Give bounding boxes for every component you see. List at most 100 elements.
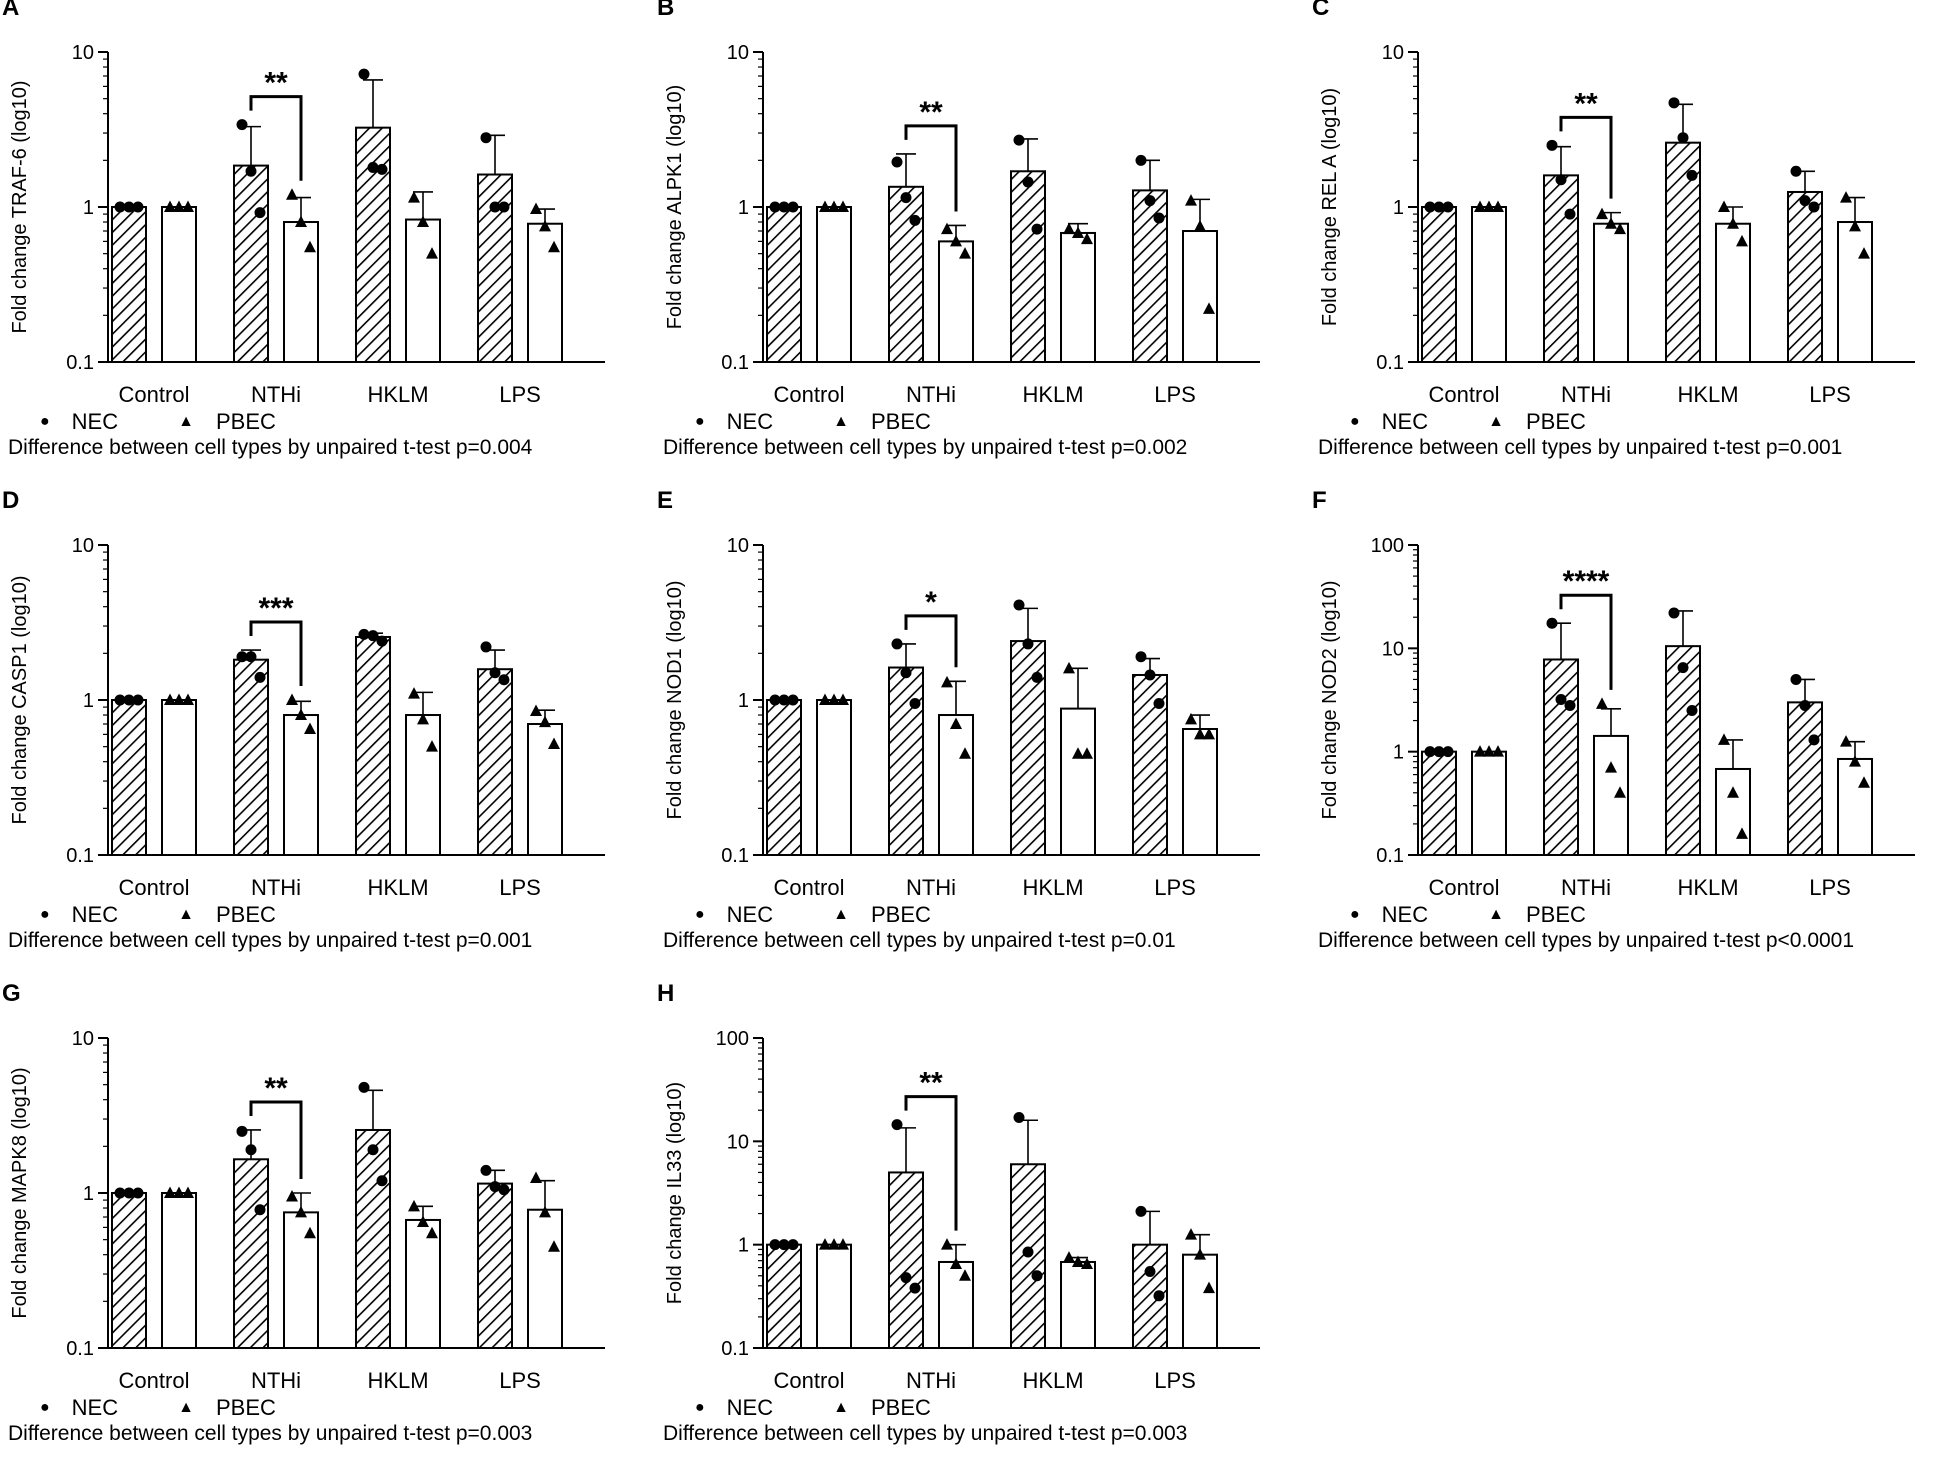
point-nec [1442, 201, 1454, 213]
legend-label-nec: NEC [726, 1395, 774, 1421]
bar-nec [766, 1243, 802, 1349]
point-nec [132, 694, 144, 706]
point-pbec [182, 1186, 194, 1198]
circle-icon: ● [695, 1399, 705, 1417]
significance-stars: * [925, 586, 937, 619]
ttest-note: Difference between cell types by unpaire… [8, 1422, 533, 1445]
point-nec [376, 163, 388, 175]
point-nec [1144, 1265, 1156, 1277]
point-pbec [304, 240, 316, 253]
point-pbec [1718, 200, 1730, 212]
significance-stars: *** [258, 592, 293, 625]
x-tick-label: HKLM [1022, 382, 1083, 407]
point-pbec [959, 247, 971, 259]
y-axis-title: Fold change ALPK1 (log10) [664, 85, 686, 330]
point-pbec [182, 200, 194, 212]
panel-label: F [1312, 487, 1327, 514]
point-pbec [1203, 302, 1215, 314]
point-nec [367, 161, 379, 173]
y-axis-title: Fold change CASP1 (log10) [9, 575, 31, 824]
panel-c: C 0.1 1 10 Fold change REL A (log10) Control… [1310, 0, 1950, 490]
point-nec [787, 201, 799, 213]
point-pbec [1194, 727, 1206, 740]
y-axis-title: Fold change IL33 (log10) [664, 1082, 686, 1304]
panel-label: B [657, 0, 675, 21]
y-axis-title: Fold change TRAF-6 (log10) [9, 80, 31, 333]
x-tick-label: Control [1429, 382, 1500, 407]
point-pbec [1614, 222, 1626, 235]
bar-nec [477, 668, 513, 856]
chart-svg: 0.1 1 10 100 Fold change IL33 (log10) Control… [664, 1028, 1260, 1393]
circle-icon: ● [1350, 906, 1360, 924]
legend-label-pbec: PBEC [870, 902, 931, 928]
point-nec [1433, 746, 1445, 758]
significance-stars: ** [264, 67, 288, 100]
ttest-note: Difference between cell types by unpaire… [1318, 929, 1855, 952]
point-nec [1153, 697, 1165, 709]
point-nec [1668, 97, 1680, 109]
point-pbec [819, 200, 831, 212]
bar-pbec [161, 206, 197, 363]
x-tick-label: NTHi [906, 382, 956, 407]
point-nec [1677, 132, 1689, 144]
point-pbec [1203, 727, 1215, 740]
x-tick-label: NTHi [251, 875, 301, 900]
point-nec [1144, 195, 1156, 207]
legend-label-pbec: PBEC [870, 409, 931, 435]
point-nec [358, 1081, 370, 1093]
point-pbec [548, 737, 560, 750]
point-nec [787, 694, 799, 706]
bar-nec [1421, 750, 1457, 856]
bar-pbec [1182, 1253, 1218, 1349]
bar-nec [1665, 645, 1701, 856]
significance-stars: ** [919, 96, 943, 129]
point-nec [254, 207, 266, 219]
legend: ● NEC ▲ PBEC [695, 408, 991, 435]
bar-nec [888, 666, 924, 856]
x-tick-label: LPS [1809, 382, 1851, 407]
point-nec [1031, 223, 1043, 235]
bar-nec [233, 164, 269, 363]
point-pbec [819, 1238, 831, 1250]
point-pbec [950, 717, 962, 730]
legend-label-nec: NEC [71, 902, 119, 928]
bar-pbec [938, 240, 974, 363]
x-tick-label: HKLM [1022, 1368, 1083, 1393]
point-pbec [417, 215, 429, 228]
y-tick-label: 10 [727, 1131, 749, 1153]
point-nec [1546, 139, 1558, 151]
point-nec [376, 1175, 388, 1187]
point-pbec [426, 740, 438, 752]
bar-nec [111, 699, 147, 856]
triangle-icon: ▲ [178, 413, 194, 431]
point-pbec [164, 1186, 176, 1198]
y-tick-label: 0.1 [1376, 845, 1404, 867]
point-pbec [408, 687, 420, 699]
point-pbec [950, 234, 962, 247]
point-nec [123, 694, 135, 706]
panel-label: G [2, 980, 21, 1007]
point-pbec [286, 1189, 298, 1202]
x-tick-label: NTHi [1561, 382, 1611, 407]
legend-label-pbec: PBEC [870, 1395, 931, 1421]
panel-b: B 0.1 1 10 Fold change ALPK1 (log10) Control… [655, 0, 1295, 490]
y-tick-label: 1 [83, 1183, 94, 1205]
point-nec [1135, 651, 1147, 663]
point-nec [1555, 174, 1567, 186]
panel-a: A 0.1 1 10 Fold change TRAF-6 (log10) Contro… [0, 0, 640, 490]
legend: ● NEC ▲ PBEC [40, 408, 336, 435]
x-tick-label: LPS [499, 1368, 541, 1393]
point-nec [787, 1239, 799, 1251]
point-pbec [1605, 217, 1617, 229]
y-tick-label: 10 [72, 535, 94, 557]
point-nec [114, 1187, 126, 1199]
bar-pbec [161, 699, 197, 856]
point-nec [1686, 705, 1698, 717]
point-nec [1013, 599, 1025, 611]
point-pbec [295, 708, 307, 721]
y-tick-label: 1 [1393, 742, 1404, 764]
panel-g: G 0.1 1 10 Fold change MAPK8 (log10) Control… [0, 980, 640, 1476]
x-tick-label: LPS [1154, 875, 1196, 900]
bar-nec [477, 1182, 513, 1349]
significance-bracket [249, 620, 303, 686]
